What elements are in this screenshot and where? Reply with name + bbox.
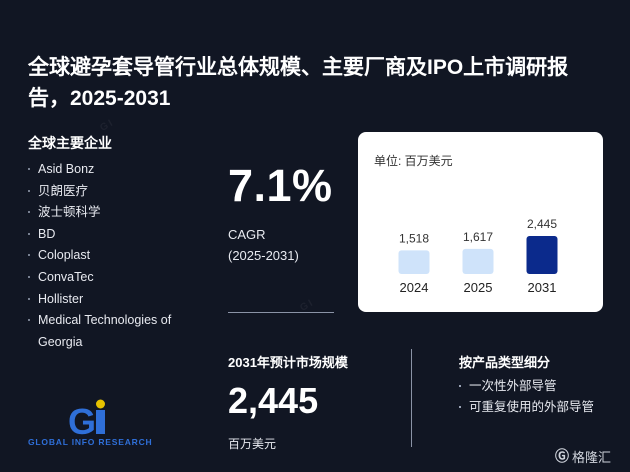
cagr-period: (2025-2031) — [228, 248, 299, 263]
bar-2024 — [398, 250, 430, 274]
bar-value-label: 2,445 — [527, 217, 557, 231]
list-item: Medical Technologies of Georgia — [28, 310, 218, 353]
companies-heading: 全球主要企业 — [28, 135, 112, 151]
bar-value-label: 1,617 — [463, 230, 493, 244]
cagr-label: CAGR — [228, 227, 266, 242]
bar-category-label: 2031 — [528, 280, 557, 295]
list-item: Coloplast — [28, 245, 218, 267]
market-size-unit: 百万美元 — [228, 437, 277, 451]
footer-brand: Ⓖ 格隆汇 — [555, 446, 611, 466]
list-item: Hollister — [28, 289, 218, 311]
list-item: 一次性外部导管 — [459, 376, 594, 397]
product-types-heading: 按产品类型细分 — [459, 355, 551, 370]
cagr-value: 7.1% — [228, 160, 333, 211]
gi-logo: G — [68, 399, 105, 442]
list-item: BD — [28, 224, 218, 246]
bar-2031 — [526, 236, 558, 274]
companies-list: Asid Bonz 贝朗医疗 波士顿科学 BD Coloplast ConvaT… — [28, 159, 218, 353]
bar-2025 — [462, 248, 494, 274]
list-item: Asid Bonz — [28, 159, 218, 181]
divider — [228, 312, 334, 313]
bar-category-label: 2024 — [400, 280, 429, 295]
vertical-divider — [411, 349, 412, 447]
list-item: 贝朗医疗 — [28, 181, 218, 203]
chart-unit-label: 单位: 百万美元 — [374, 154, 453, 168]
list-item: ConvaTec — [28, 267, 218, 289]
list-item: 可重复使用的外部导管 — [459, 397, 594, 418]
bar-value-label: 1,518 — [399, 231, 429, 245]
footer-brand-text: 格隆汇 — [572, 449, 612, 465]
watermark: GI — [98, 117, 117, 134]
market-size-heading: 2031年预计市场规模 — [228, 355, 348, 370]
brand-g-icon: Ⓖ — [555, 448, 569, 464]
chart-card: 单位: 百万美元 1,518 2024 1,617 2025 2,445 2031 — [358, 132, 603, 312]
bar-category-label: 2025 — [464, 280, 493, 295]
bar-chart: 1,518 2024 1,617 2025 2,445 2031 — [398, 217, 558, 295]
market-size-value: 2,445 — [228, 380, 319, 421]
page-title: 全球避孕套导管行业总体规模、主要厂商及IPO上市调研报告，2025-2031 — [28, 56, 569, 110]
list-item: 波士顿科学 — [28, 202, 218, 224]
product-types-list: 一次性外部导管 可重复使用的外部导管 — [459, 376, 594, 418]
logo-text: GLOBAL INFO RESEARCH — [28, 437, 153, 447]
svg-text:G: G — [68, 401, 96, 442]
